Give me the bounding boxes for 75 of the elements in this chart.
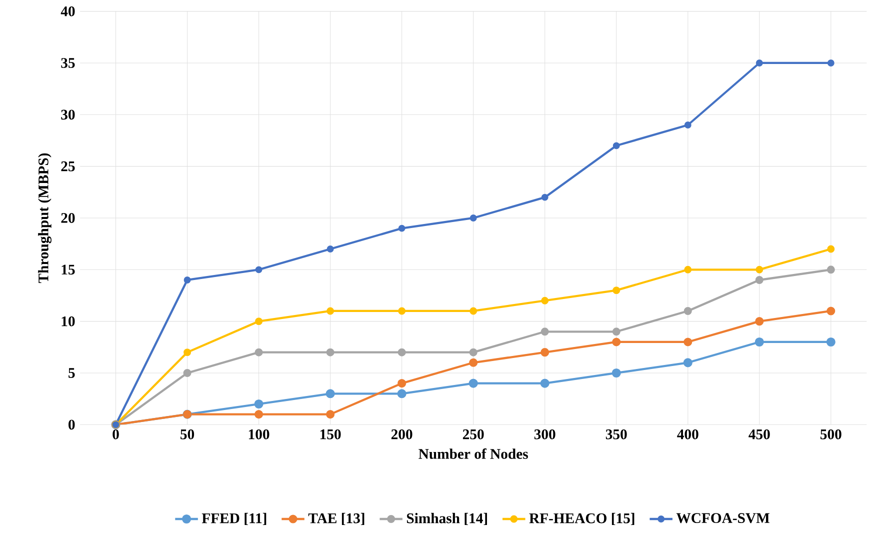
point	[827, 245, 835, 253]
point	[541, 296, 549, 304]
point	[398, 224, 406, 232]
point	[612, 328, 620, 336]
point	[254, 410, 264, 419]
y-tick-label: 5	[68, 368, 75, 378]
point	[754, 337, 764, 347]
point	[184, 348, 192, 356]
point	[684, 306, 692, 315]
y-tick-label: 30	[61, 110, 75, 120]
point	[683, 358, 692, 368]
x-axis-title: Number of Nodes	[418, 448, 528, 459]
point	[826, 337, 836, 347]
legend-label: TAE [13]	[308, 512, 364, 526]
point	[326, 246, 334, 252]
x-tick-label: 0	[112, 429, 119, 440]
x-tick-label: 500	[820, 429, 842, 440]
point	[612, 286, 620, 294]
point	[684, 266, 692, 274]
point	[684, 338, 692, 346]
x-tick-label: 50	[180, 429, 194, 440]
point	[755, 276, 764, 284]
y-tick-label: 0	[68, 420, 75, 430]
point	[184, 276, 191, 284]
legend-label: FFED [11]	[202, 512, 266, 526]
point	[255, 266, 262, 274]
x-tick-label: 450	[748, 429, 770, 440]
point	[254, 399, 264, 409]
point	[540, 378, 550, 388]
point	[827, 60, 834, 66]
point	[540, 328, 549, 336]
x-tick-label: 350	[606, 429, 627, 440]
point	[326, 348, 334, 356]
point	[755, 317, 764, 326]
point	[470, 307, 478, 315]
point	[756, 60, 763, 66]
legend-label: RF-HEACO [15]	[529, 512, 634, 526]
point	[183, 368, 192, 377]
point	[255, 318, 263, 326]
y-tick-label: 10	[62, 316, 75, 326]
point	[469, 348, 478, 356]
y-tick-label: 35	[61, 58, 75, 68]
legend-label: Simhash [14]	[406, 512, 487, 526]
point	[398, 307, 406, 315]
legend-label: WCFOA-SVM	[676, 513, 770, 524]
x-tick-label: 100	[248, 429, 270, 440]
x-tick-label: 250	[462, 429, 484, 440]
point	[612, 142, 620, 150]
point	[326, 307, 334, 315]
point	[398, 379, 406, 388]
point	[326, 410, 335, 419]
y-tick-label: 40	[60, 6, 75, 16]
point	[470, 214, 477, 222]
point	[469, 358, 478, 367]
point	[326, 389, 335, 398]
point	[254, 348, 263, 356]
point	[756, 266, 764, 274]
point	[612, 368, 621, 378]
point	[684, 122, 692, 128]
point	[398, 348, 406, 356]
point	[612, 338, 621, 346]
x-tick-label: 400	[677, 429, 698, 440]
y-axis-title: Throughput (MBPS)	[38, 153, 52, 284]
x-tick-label: 300	[534, 429, 556, 440]
point	[826, 306, 836, 316]
point	[540, 348, 550, 357]
x-tick-label: 200	[391, 429, 412, 440]
point	[541, 194, 548, 201]
point	[468, 378, 478, 388]
point	[826, 266, 835, 274]
x-tick-label: 150	[320, 429, 341, 440]
y-tick-label: 20	[61, 213, 75, 223]
y-tick-label: 25	[61, 161, 75, 172]
y-tick-label: 15	[62, 264, 75, 275]
point	[397, 389, 406, 398]
